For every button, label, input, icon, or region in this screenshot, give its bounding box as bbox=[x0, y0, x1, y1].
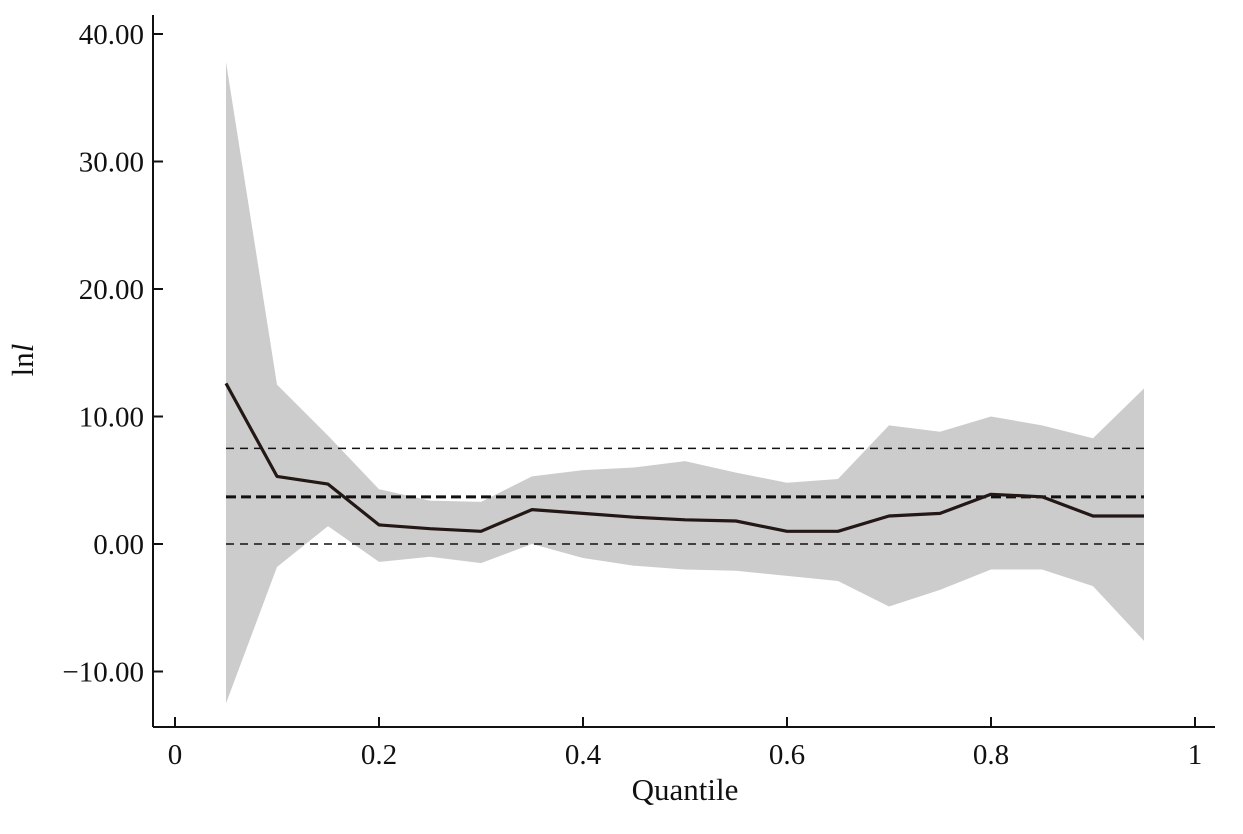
confidence-band bbox=[226, 62, 1144, 704]
y-tick-label: 10.00 bbox=[79, 402, 144, 434]
y-tick-label: −10.00 bbox=[62, 657, 144, 689]
y-axis-title-variable: l bbox=[5, 344, 40, 353]
series-line-1 bbox=[224, 382, 1144, 533]
x-tick-label: 0 bbox=[168, 739, 183, 771]
ticks-layer: −10.00 0.00 10.00 20.00 30.00 40.00 0 0.2 0.4 0.6… bbox=[62, 19, 1202, 771]
y-tick-label: 0.00 bbox=[93, 529, 144, 561]
confidence-band-layer bbox=[226, 62, 1144, 704]
y-tick-label: 40.00 bbox=[79, 19, 144, 51]
x-axis-title: Quantile bbox=[632, 772, 739, 807]
y-tick-label: 20.00 bbox=[79, 274, 144, 306]
y-tick-label: 30.00 bbox=[79, 147, 144, 179]
y-axis-title-prefix: ln bbox=[5, 352, 40, 377]
x-tick-label: 0.2 bbox=[361, 739, 397, 771]
x-tick-label: 0.4 bbox=[565, 739, 602, 771]
x-tick-label: 1 bbox=[1188, 739, 1203, 771]
axes-layer bbox=[152, 15, 1215, 728]
y-axis-title: lnl bbox=[5, 344, 40, 377]
reference-lines-layer bbox=[226, 447, 1144, 545]
x-tick-label: 0.8 bbox=[973, 739, 1009, 771]
x-tick-label: 0.6 bbox=[769, 739, 805, 771]
series-layer bbox=[224, 382, 1144, 533]
